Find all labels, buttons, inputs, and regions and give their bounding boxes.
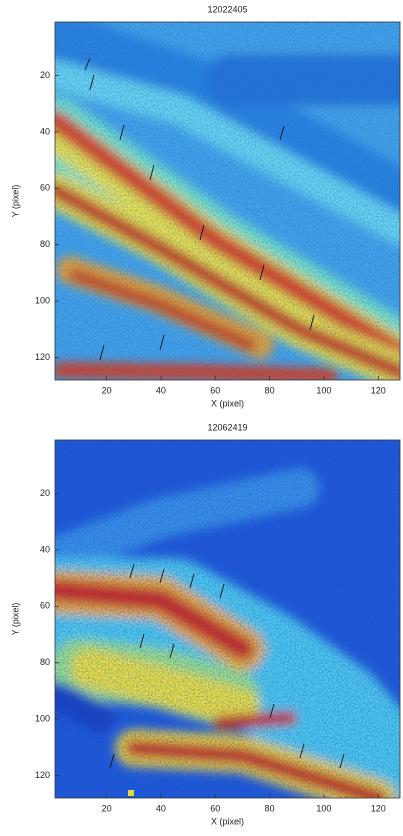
x-tick-label: 60 [210,385,220,395]
y-axis-label: Y (pixel) [10,603,20,636]
x-tick-label: 80 [265,803,275,813]
y-tick-label: 120 [35,352,50,362]
x-tick-label: 100 [316,803,331,813]
chart-title: 12062419 [207,422,247,432]
y-tick-label: 20 [40,488,50,498]
y-tick-label: 60 [40,183,50,193]
panel: 12062419 20 40 60 80 100 120 20 40 60 80 100 120 X (p… [10,422,401,826]
heatmap-image [55,22,400,380]
y-tick-label: 80 [40,657,50,667]
x-tick-label: 40 [156,803,166,813]
chart-title: 12022405 [207,4,247,14]
x-tick-label: 40 [156,385,166,395]
x-tick-label: 120 [371,803,386,813]
y-tick-label: 20 [40,70,50,80]
y-tick-label: 100 [35,295,50,305]
y-tick-label: 40 [40,544,50,554]
y-tick-label: 40 [40,126,50,136]
panel: 12022405 20 40 60 80 100 120 20 40 60 80 100 120 X (p… [10,4,401,408]
x-tick-label: 20 [102,803,112,813]
x-tick-label: 120 [371,385,386,395]
y-tick-label: 100 [35,713,50,723]
y-tick-label: 60 [40,601,50,611]
x-axis-label: X (pixel) [211,398,244,408]
x-tick-label: 100 [316,385,331,395]
x-tick-label: 60 [210,803,220,813]
heatmap-image [55,440,400,798]
plot-frame [54,21,401,381]
x-tick-label: 20 [102,385,112,395]
x-tick-label: 80 [265,385,275,395]
y-axis-label: Y (pixel) [10,185,20,218]
x-axis-label: X (pixel) [211,816,244,826]
y-tick-label: 80 [40,239,50,249]
y-tick-label: 120 [35,770,50,780]
plot-frame [54,439,401,799]
